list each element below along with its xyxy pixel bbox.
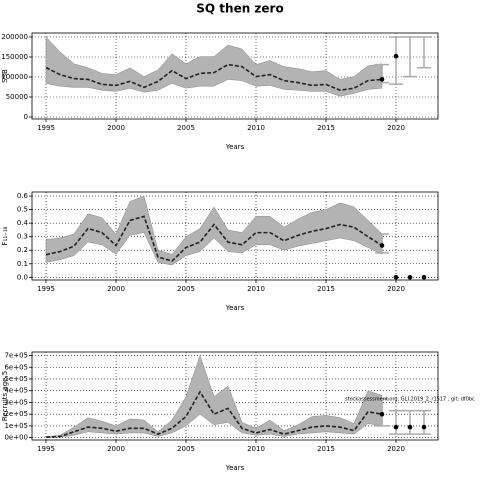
x-tick-label: 2010 bbox=[247, 445, 265, 453]
y-tick-label: 0.2 bbox=[17, 246, 28, 254]
confidence-band bbox=[45, 354, 383, 438]
projection-point bbox=[407, 274, 413, 280]
figure-title: SQ then zero bbox=[196, 2, 283, 16]
x-tick-label: 2005 bbox=[177, 285, 195, 293]
confidence-band bbox=[45, 195, 383, 266]
axes-frame bbox=[31, 351, 439, 441]
y-tick-label: 200000 bbox=[1, 33, 28, 41]
projection-point bbox=[407, 424, 413, 430]
y-tick-label: 0.0 bbox=[17, 273, 28, 281]
y-tick-label: 0.5 bbox=[17, 206, 28, 214]
projection-point bbox=[393, 424, 399, 430]
y-tick-label: 0.1 bbox=[17, 260, 28, 268]
x-tick-label: 2005 bbox=[177, 445, 195, 453]
x-tick-label: 1995 bbox=[37, 285, 55, 293]
median-line bbox=[45, 390, 383, 438]
y-tick-label: 2e+05 bbox=[4, 410, 28, 418]
median-line bbox=[45, 215, 383, 262]
axes-frame bbox=[31, 191, 439, 281]
x-axis-label: Years bbox=[225, 304, 245, 312]
y-tick-label: 4e+05 bbox=[4, 387, 28, 395]
projection-point bbox=[379, 77, 385, 82]
x-tick-label: 2000 bbox=[107, 124, 125, 132]
plot-area bbox=[32, 192, 438, 280]
x-tick-label: 2005 bbox=[177, 124, 195, 132]
x-axis-label: Years bbox=[225, 143, 245, 151]
y-tick-label: 6e+05 bbox=[4, 363, 28, 371]
plot-area bbox=[32, 33, 438, 119]
x-tick-label: 2010 bbox=[247, 124, 265, 132]
x-tick-label: 2015 bbox=[317, 124, 335, 132]
y-tick-label: 1e+05 bbox=[4, 422, 28, 430]
y-tick-label: 0.3 bbox=[17, 233, 28, 241]
x-tick-label: 1995 bbox=[37, 445, 55, 453]
y-tick-label: 3e+05 bbox=[4, 398, 28, 406]
x-tick-label: 2020 bbox=[387, 445, 405, 453]
y-tick-label: 0e+00 bbox=[4, 434, 28, 442]
y-axis-label: Recruits age 5 bbox=[1, 371, 9, 421]
y-tick-label: 5e+05 bbox=[4, 375, 28, 383]
x-tick-label: 2015 bbox=[317, 285, 335, 293]
projection-point bbox=[393, 274, 399, 280]
projection-point bbox=[421, 274, 427, 280]
x-tick-label: 2020 bbox=[387, 285, 405, 293]
y-tick-label: 150000 bbox=[1, 53, 28, 61]
y-tick-label: 100000 bbox=[1, 73, 28, 81]
plot-area bbox=[32, 352, 438, 440]
projection-point bbox=[379, 243, 385, 248]
y-tick-label: 0.6 bbox=[17, 192, 29, 200]
x-axis-label: Years bbox=[225, 464, 245, 472]
annotation: stockassessment.org, GLI.2019_2_r1517 , … bbox=[345, 397, 475, 403]
projection-point bbox=[393, 53, 399, 59]
y-tick-label: 50000 bbox=[6, 93, 28, 101]
x-tick-label: 2000 bbox=[107, 445, 125, 453]
axes-frame bbox=[31, 32, 439, 120]
x-tick-label: 1995 bbox=[37, 124, 55, 132]
y-axis-label: F₁₁₋₁₈ bbox=[1, 226, 9, 245]
y-tick-label: 0.4 bbox=[17, 219, 29, 227]
median-line bbox=[45, 63, 383, 92]
y-axis-label: SSB bbox=[1, 69, 9, 83]
y-tick-label: 7e+05 bbox=[4, 352, 28, 360]
x-tick-label: 2015 bbox=[317, 445, 335, 453]
x-tick-label: 2020 bbox=[387, 124, 405, 132]
projection-point bbox=[421, 424, 427, 430]
x-tick-label: 2000 bbox=[107, 285, 125, 293]
y-tick-label: 0 bbox=[24, 113, 28, 121]
x-tick-label: 2010 bbox=[247, 285, 265, 293]
projection-point bbox=[379, 411, 385, 417]
